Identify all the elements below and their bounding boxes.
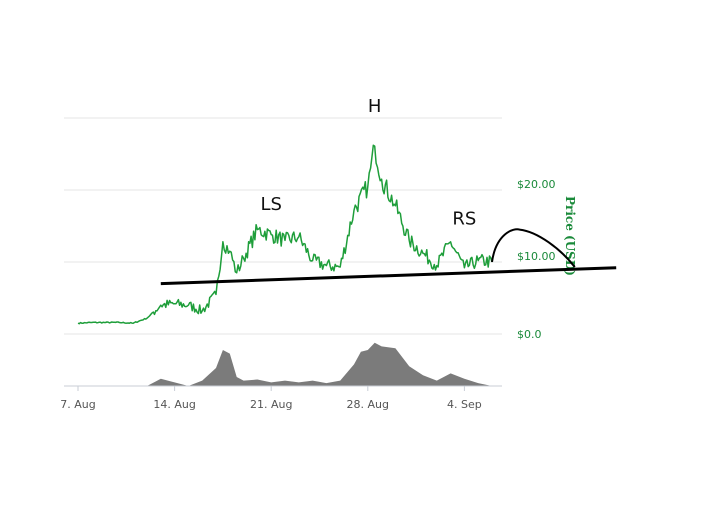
price-axis-title: Price (USD) — [563, 196, 577, 276]
neckline — [160, 266, 617, 286]
annotation-h: H — [368, 96, 382, 117]
annotation-ls: LS — [260, 194, 281, 215]
x-axis-ticks: 7. Aug 14. Aug 21. Aug 28. Aug 4. Sep — [60, 386, 482, 411]
price-tick-label: $10.00 — [517, 250, 556, 263]
price-gridlines — [64, 117, 502, 335]
x-tick-label: 4. Sep — [447, 398, 482, 411]
volume-shape — [78, 342, 492, 386]
price-tick-label: $0.0 — [517, 328, 542, 341]
price-tick-label: $20.00 — [517, 178, 556, 191]
annotation-rs: RS — [452, 209, 476, 230]
x-tick-label: 28. Aug — [347, 398, 389, 411]
pattern-annotations: LS H RS — [260, 96, 476, 229]
x-tick-label: 7. Aug — [60, 398, 95, 411]
x-tick-label: 21. Aug — [250, 398, 292, 411]
price-line — [77, 144, 493, 325]
volume-area — [78, 342, 492, 386]
pattern-overlay — [160, 228, 617, 286]
projected-shoulder-curve — [491, 228, 576, 268]
price-axis-ticks: $0.0 $10.00 $20.00 — [517, 178, 556, 341]
x-tick-label: 14. Aug — [153, 398, 195, 411]
price-series — [77, 144, 493, 325]
